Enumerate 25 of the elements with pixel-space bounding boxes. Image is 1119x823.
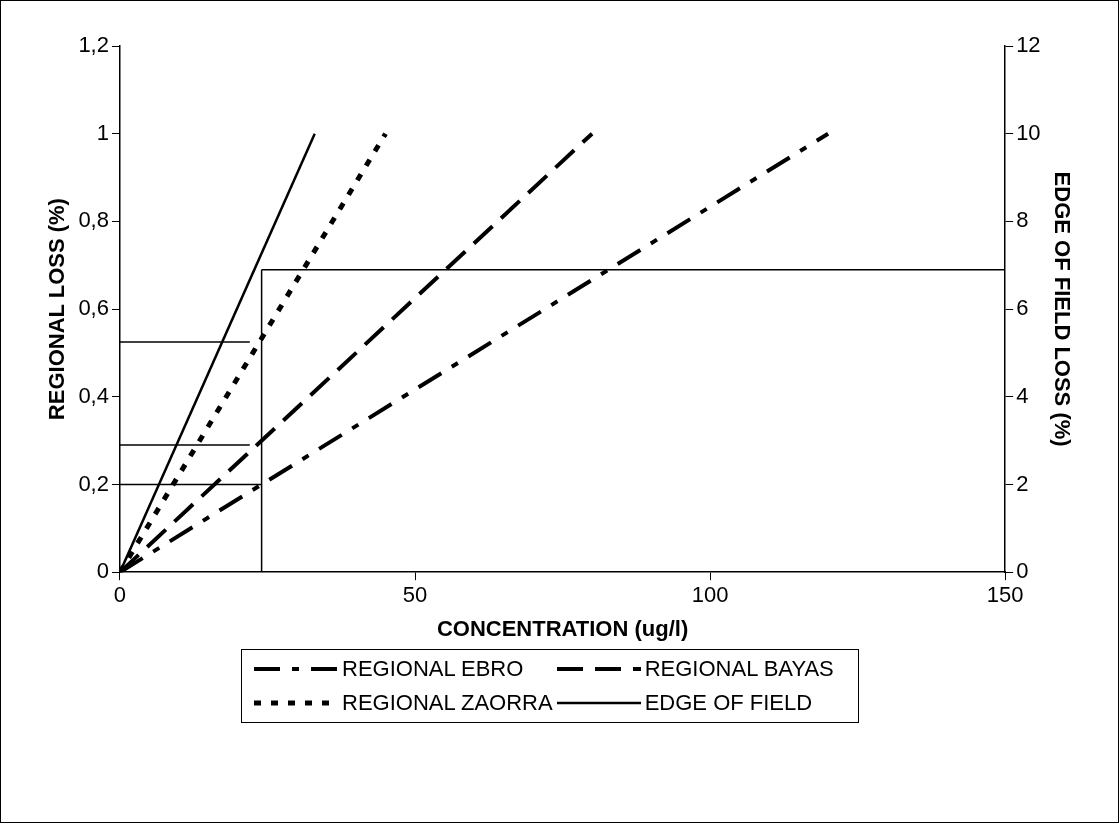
- x-tick-label: 0: [113, 582, 127, 608]
- y2-axis-title: EDGE OF FIELD LOSS (%): [1049, 171, 1075, 447]
- legend-label: REGIONAL EBRO: [342, 656, 524, 682]
- y-tick-label: 0: [96, 558, 109, 584]
- y-tick-label: 0,8: [78, 207, 109, 233]
- y2-tick-label: 12: [1016, 32, 1041, 58]
- legend-label: REGIONAL ZAORRA: [342, 690, 553, 716]
- y-tick-label: 0,2: [78, 470, 109, 496]
- legend-label: EDGE OF FIELD: [644, 690, 813, 716]
- x-tick-label: 100: [691, 582, 729, 608]
- y2-tick-label: 2: [1016, 470, 1029, 496]
- y2-tick-label: 4: [1016, 382, 1029, 408]
- y2-tick-label: 8: [1016, 207, 1029, 233]
- legend-label: REGIONAL BAYAS: [644, 656, 834, 682]
- y-tick-label: 1,2: [78, 32, 109, 58]
- y2-tick-label: 10: [1016, 119, 1041, 145]
- y-tick-label: 1: [96, 119, 109, 145]
- y-axis-title: REGIONAL LOSS (%): [44, 198, 70, 421]
- y-tick-label: 0,6: [78, 295, 109, 321]
- y2-tick-label: 6: [1016, 295, 1029, 321]
- x-axis-title: CONCENTRATION (ug/l): [436, 615, 689, 641]
- x-tick-label: 50: [402, 582, 428, 608]
- y-tick-label: 0,4: [78, 382, 109, 408]
- x-tick-label: 150: [986, 582, 1024, 608]
- y2-tick-label: 0: [1016, 558, 1029, 584]
